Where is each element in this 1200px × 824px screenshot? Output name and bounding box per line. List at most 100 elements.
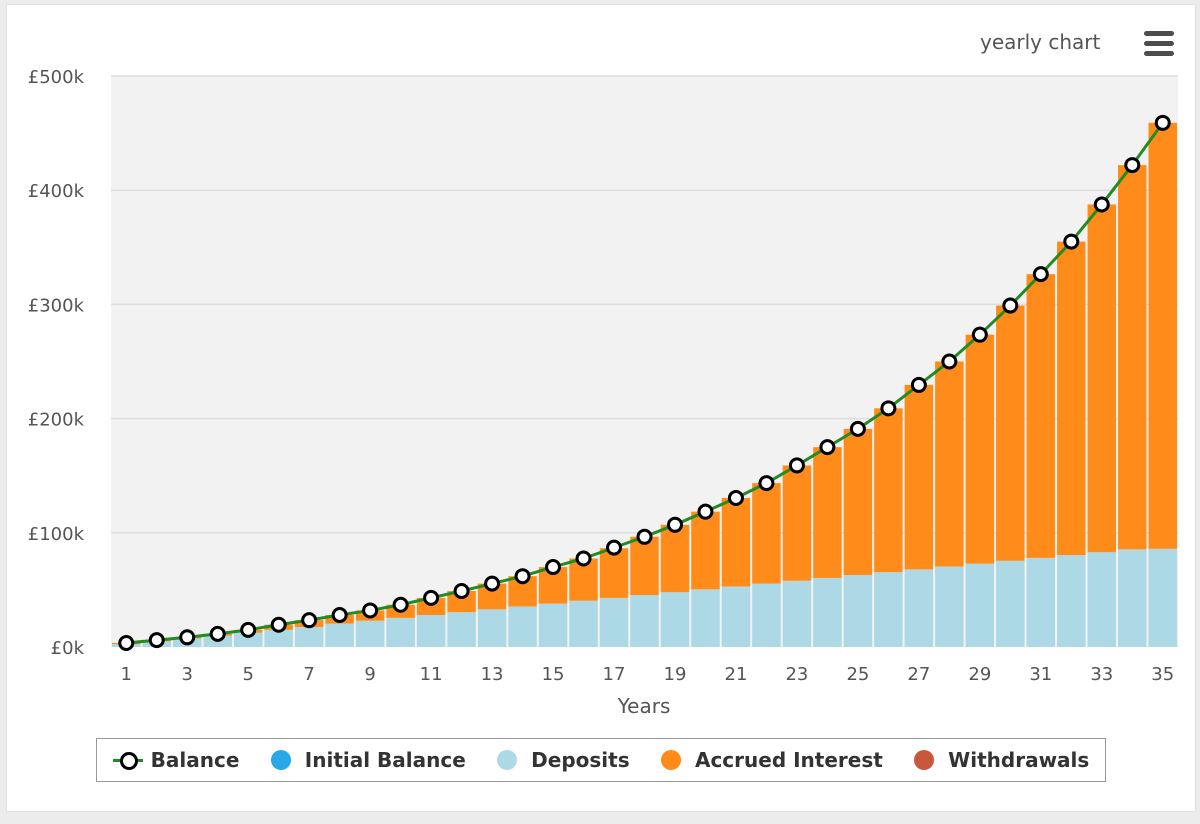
accrued-interest-bar (782, 465, 812, 581)
deposits-bar (1087, 552, 1117, 647)
x-tick-label: 31 (1029, 664, 1052, 685)
y-tick-label: £0k (51, 638, 85, 659)
chart-title: yearly chart (980, 30, 1101, 54)
balance-point (697, 503, 714, 520)
deposits-bar (965, 563, 995, 647)
x-tick-label: 29 (968, 664, 991, 685)
deposits-bar (538, 603, 568, 647)
balance-point (758, 475, 775, 492)
x-tick-label: 1 (121, 664, 132, 685)
deposits-dot-icon (497, 750, 518, 770)
deposits-bar (569, 600, 598, 647)
balance-point (636, 528, 653, 545)
balance-point (1154, 114, 1171, 131)
deposits-bar (386, 617, 415, 647)
legend-item-withdrawals[interactable]: Withdrawals (914, 748, 1089, 772)
deposits-bar (508, 606, 537, 647)
balance-point (453, 583, 470, 600)
balance-point (1032, 266, 1049, 283)
accrued-interest-dot-icon (660, 750, 681, 770)
balance-point (880, 400, 897, 417)
legend-label: Initial Balance (304, 748, 466, 772)
x-tick-label: 27 (907, 664, 930, 685)
accrued-interest-bar (691, 511, 720, 590)
x-axis-label: Years (617, 694, 671, 718)
balance-point (606, 539, 623, 556)
accrued-interest-bar (904, 384, 934, 570)
balance-point (666, 516, 683, 533)
balance-point (240, 621, 257, 638)
deposits-bar (1148, 548, 1177, 647)
balance-point (148, 632, 165, 649)
x-tick-label: 7 (303, 664, 314, 685)
accrued-interest-bar (1118, 165, 1147, 550)
initial-balance-dot-icon (270, 750, 291, 770)
balance-point (545, 559, 562, 576)
balance-point (301, 612, 318, 629)
legend-label: Balance (150, 748, 240, 772)
deposits-bar (264, 629, 293, 647)
accrued-interest-bar (1057, 241, 1086, 556)
legend-item-accrued-interest[interactable]: Accrued Interest (660, 748, 883, 772)
deposits-bar (843, 575, 873, 647)
y-tick-label: £100k (28, 524, 85, 545)
balance-point (331, 607, 348, 624)
deposits-bar (874, 572, 903, 647)
balance-point (514, 568, 531, 585)
chart-legend: Balance Initial Balance Deposits Accrued… (96, 738, 1106, 782)
deposits-bar (294, 627, 324, 647)
legend-item-initial-balance[interactable]: Initial Balance (270, 748, 466, 772)
accrued-interest-bar (416, 597, 446, 616)
legend-label: Withdrawals (948, 748, 1090, 772)
x-tick-label: 5 (242, 664, 253, 685)
deposits-bar (599, 597, 629, 647)
legend-label: Deposits (531, 748, 630, 772)
deposits-bar (660, 592, 690, 647)
legend-label: Accrued Interest (694, 748, 883, 772)
balance-point (849, 420, 866, 437)
deposits-bar (477, 609, 507, 647)
x-tick-label: 35 (1151, 664, 1174, 685)
balance-point (788, 457, 805, 474)
accrued-interest-bar (447, 591, 476, 613)
balance-point (819, 439, 836, 456)
balance-point (270, 616, 287, 633)
deposits-bar (721, 586, 751, 647)
accrued-interest-bar (965, 334, 995, 564)
balance-point (941, 353, 958, 370)
balance-point (575, 550, 592, 567)
accrued-interest-bar (1148, 122, 1177, 549)
y-tick-label: £300k (28, 295, 85, 316)
deposits-bar (447, 612, 476, 647)
balance-point (484, 575, 501, 592)
x-tick-label: 15 (542, 664, 565, 685)
accrued-interest-bar (874, 408, 903, 573)
x-tick-label: 33 (1090, 664, 1113, 685)
deposits-bar (752, 583, 781, 647)
accrued-interest-bar (721, 497, 751, 587)
x-tick-label: 21 (725, 664, 748, 685)
x-tick-label: 17 (603, 664, 626, 685)
y-tick-label: £400k (28, 181, 85, 202)
deposits-bar (355, 620, 385, 647)
x-tick-label: 13 (481, 664, 504, 685)
accrued-interest-bar (1026, 274, 1056, 558)
deposits-bar (996, 560, 1025, 647)
balance-point (910, 376, 927, 393)
x-tick-label: 25 (846, 664, 869, 685)
legend-item-deposits[interactable]: Deposits (497, 748, 630, 772)
x-tick-label: 9 (364, 664, 375, 685)
x-tick-label: 23 (785, 664, 808, 685)
balance-line-marker-icon (112, 752, 143, 770)
hamburger-menu-icon[interactable] (1144, 31, 1174, 57)
balance-point (1093, 196, 1110, 213)
accrued-interest-bar (660, 524, 690, 593)
deposits-bar (630, 595, 659, 647)
deposits-bar (325, 623, 354, 647)
legend-item-balance[interactable]: Balance (112, 748, 240, 772)
accrued-interest-bar (630, 536, 659, 596)
y-tick-label: £500k (28, 67, 85, 88)
deposits-bar (935, 566, 964, 647)
deposits-bar (1026, 557, 1056, 647)
